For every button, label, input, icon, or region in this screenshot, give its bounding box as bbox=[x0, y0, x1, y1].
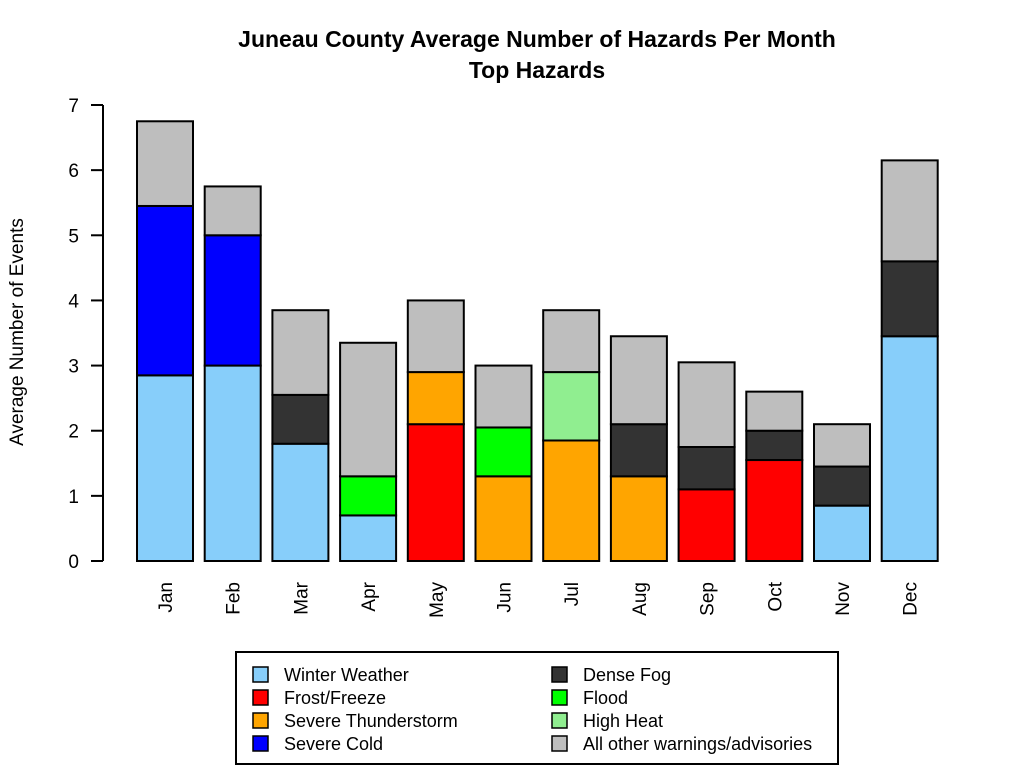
x-axis-ticks: Jan Feb Mar Apr May Jun Jul Aug Sep Oct Nov Dec bbox=[156, 581, 922, 618]
x-tick-label: Apr bbox=[359, 581, 380, 611]
bar-segment-jun-flood bbox=[474, 426, 533, 478]
bar-segment-apr-winter-weather bbox=[339, 514, 398, 563]
bar-segment-dec-all-other-warnings-advisories bbox=[880, 159, 939, 263]
legend-label-frost-freeze: Frost/Freeze bbox=[284, 688, 386, 708]
bar-segment-dec-dense-fog bbox=[880, 260, 939, 338]
bar-segment-sep-dense-fog bbox=[677, 446, 736, 491]
bar-segment-jan-severe-cold bbox=[136, 204, 194, 377]
legend-label-all-other-warnings-advisories: All other warnings/advisories bbox=[583, 734, 812, 754]
legend-swatch-frost-freeze bbox=[252, 689, 269, 706]
bar-segment-mar-dense-fog bbox=[271, 393, 330, 445]
y-tick-label: 0 bbox=[68, 552, 79, 573]
x-tick-label: Dec bbox=[901, 582, 922, 616]
bar-segment-may-all-other-warnings-advisories bbox=[406, 299, 465, 374]
y-tick-label: 5 bbox=[68, 226, 79, 247]
y-tick-label: 1 bbox=[68, 487, 79, 508]
chart-title: Juneau County Average Number of Hazards … bbox=[238, 26, 836, 52]
y-axis-label: Average Number of Events bbox=[7, 218, 28, 446]
bar-segment-oct-dense-fog bbox=[745, 429, 804, 462]
y-tick-label: 2 bbox=[68, 422, 79, 443]
bar-segment-aug-all-other-warnings-advisories bbox=[609, 335, 668, 426]
bar-segment-feb-severe-cold bbox=[203, 234, 262, 367]
bar-segment-dec-winter-weather bbox=[880, 335, 939, 562]
bar-segment-jan-all-other-warnings-advisories bbox=[136, 120, 194, 207]
bar-segment-jul-all-other-warnings-advisories bbox=[542, 309, 601, 374]
bar-segment-nov-dense-fog bbox=[813, 465, 871, 507]
x-tick-label: Nov bbox=[833, 582, 854, 616]
bar-segment-nov-winter-weather bbox=[813, 504, 871, 562]
legend-label-severe-thunderstorm: Severe Thunderstorm bbox=[284, 711, 458, 731]
legend-label-winter-weather: Winter Weather bbox=[284, 665, 409, 685]
x-tick-label: Jul bbox=[562, 582, 583, 606]
bar-segment-sep-all-other-warnings-advisories bbox=[677, 361, 736, 449]
legend-swatch-high-heat bbox=[551, 712, 568, 729]
legend-swatch-flood bbox=[551, 689, 568, 706]
bar-segment-apr-all-other-warnings-advisories bbox=[339, 341, 398, 478]
bar-segment-aug-severe-thunderstorm bbox=[609, 475, 668, 563]
y-tick-label: 7 bbox=[68, 96, 79, 117]
bar-segment-feb-all-other-warnings-advisories bbox=[203, 185, 262, 237]
bars-group bbox=[136, 120, 939, 563]
bar-segment-oct-all-other-warnings-advisories bbox=[745, 390, 804, 432]
x-tick-label: Sep bbox=[698, 582, 719, 616]
legend-swatch-severe-thunderstorm bbox=[252, 712, 269, 729]
bar-segment-apr-flood bbox=[339, 475, 398, 517]
y-tick-label: 4 bbox=[68, 291, 79, 312]
legend-swatch-all-other-warnings-advisories bbox=[551, 735, 568, 752]
chart-subtitle: Top Hazards bbox=[469, 57, 605, 83]
x-tick-label: Jun bbox=[495, 582, 516, 613]
legend-swatch-severe-cold bbox=[252, 735, 269, 752]
x-tick-label: Oct bbox=[765, 581, 786, 611]
bar-segment-oct-frost-freeze bbox=[745, 459, 804, 562]
x-tick-label: May bbox=[427, 582, 448, 618]
bar-segment-jul-high-heat bbox=[542, 371, 601, 442]
legend-label-dense-fog: Dense Fog bbox=[583, 665, 671, 685]
y-tick-label: 6 bbox=[68, 161, 79, 182]
x-tick-label: Jan bbox=[156, 582, 177, 613]
x-tick-label: Feb bbox=[224, 582, 245, 615]
bar-segment-aug-dense-fog bbox=[609, 423, 668, 478]
legend-box bbox=[235, 651, 839, 765]
legend-swatch-dense-fog bbox=[551, 666, 568, 683]
bar-segment-mar-all-other-warnings-advisories bbox=[271, 309, 330, 396]
bar-segment-sep-frost-freeze bbox=[677, 488, 736, 563]
bar-segment-nov-all-other-warnings-advisories bbox=[813, 423, 871, 468]
bar-segment-jun-severe-thunderstorm bbox=[474, 475, 533, 563]
legend-swatch-winter-weather bbox=[252, 666, 269, 683]
bar-segment-jun-all-other-warnings-advisories bbox=[474, 364, 533, 429]
bar-segment-jan-winter-weather bbox=[136, 374, 194, 563]
x-tick-label: Mar bbox=[291, 581, 312, 614]
legend: Winter Weather Frost/Freeze Severe Thunder… bbox=[235, 651, 839, 765]
bar-segment-mar-winter-weather bbox=[271, 442, 330, 562]
legend-label-flood: Flood bbox=[583, 688, 628, 708]
legend-label-severe-cold: Severe Cold bbox=[284, 734, 383, 754]
bar-segment-may-severe-thunderstorm bbox=[406, 371, 465, 426]
x-tick-label: Aug bbox=[630, 582, 651, 616]
bar-segment-feb-winter-weather bbox=[203, 364, 262, 563]
y-axis: 0 1 2 3 4 5 6 7 bbox=[68, 96, 104, 573]
legend-label-high-heat: High Heat bbox=[583, 711, 663, 731]
bar-segment-may-frost-freeze bbox=[406, 423, 465, 563]
y-tick-label: 3 bbox=[68, 357, 79, 378]
bar-segment-jul-severe-thunderstorm bbox=[542, 439, 601, 562]
